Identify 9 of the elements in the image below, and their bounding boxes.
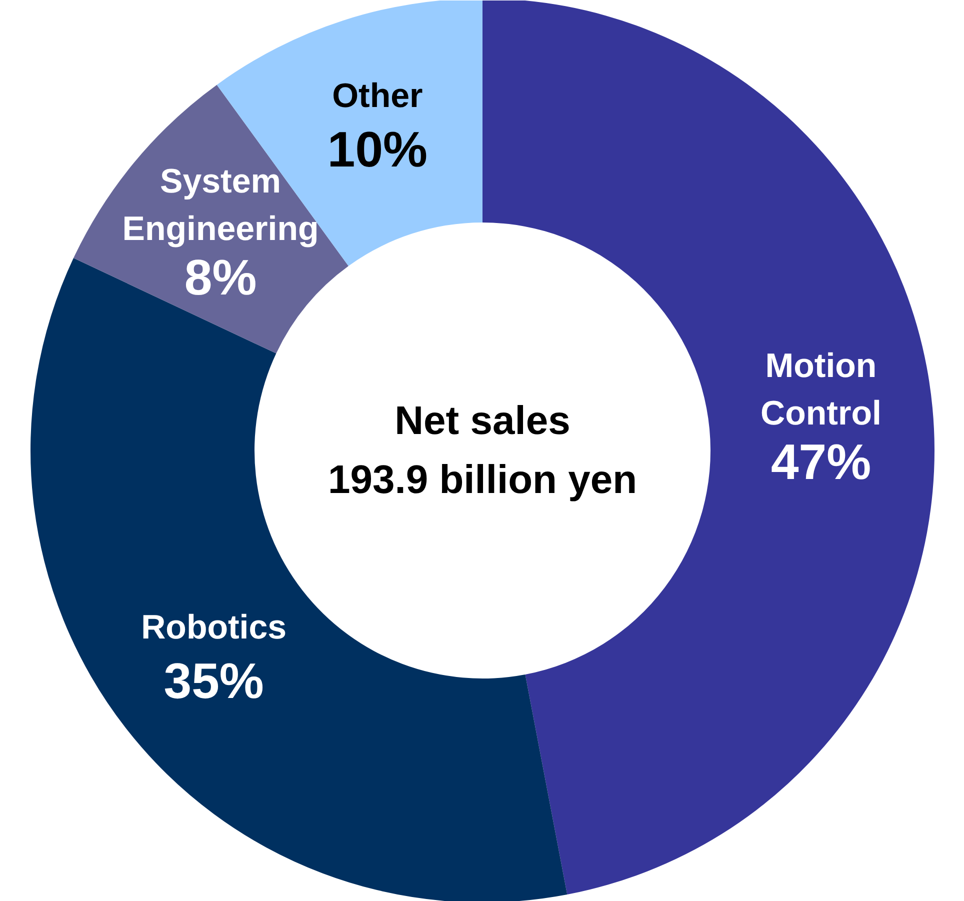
data-label: 10% [327, 121, 428, 178]
slice-label: Other [332, 76, 423, 115]
data-label: 35% [164, 653, 264, 710]
slice-label: Motion Control [760, 347, 882, 433]
data-label: 47% [770, 434, 872, 490]
slice-label: Robotics [141, 608, 287, 647]
slice-label: System Engineering [122, 162, 319, 248]
text: Net sales 193.9 billion yen [328, 398, 638, 502]
data-label: 8% [184, 249, 257, 306]
